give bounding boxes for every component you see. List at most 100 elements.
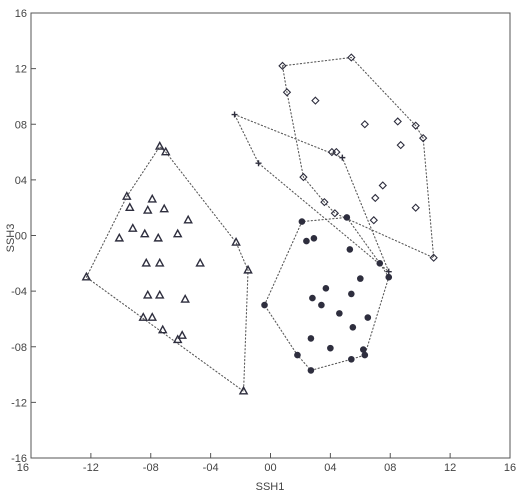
data-point-plus xyxy=(339,154,346,161)
data-point-circle xyxy=(336,310,343,317)
y-tick-label: 12 xyxy=(15,64,27,76)
data-point-triangle xyxy=(183,214,193,224)
data-point-triangle xyxy=(142,289,153,299)
data-point-diamond xyxy=(396,140,405,150)
x-tick-label: -12 xyxy=(83,462,99,474)
data-point-circle xyxy=(343,214,351,221)
data-point-plus xyxy=(255,160,262,167)
data-point-diamond xyxy=(360,120,369,129)
x-axis-label: SSH1 xyxy=(256,481,285,493)
data-point-triangle xyxy=(147,312,158,321)
data-point-triangle xyxy=(159,203,170,213)
data-point-diamond xyxy=(429,253,438,262)
y-tick-label: 16 xyxy=(15,8,27,20)
data-point-triangle xyxy=(138,312,149,321)
data-point-triangle xyxy=(125,202,135,211)
data-point-triangle xyxy=(172,334,183,344)
data-point-triangle xyxy=(141,257,152,267)
x-tick-label: -08 xyxy=(143,462,159,474)
data-point-circle xyxy=(385,273,393,281)
data-point-diamond xyxy=(411,203,420,212)
data-point-plus xyxy=(231,111,238,118)
data-point-triangle xyxy=(177,330,187,339)
data-point-triangle xyxy=(243,264,253,274)
data-point-diamond xyxy=(369,216,378,225)
data-point-circle xyxy=(357,275,364,282)
data-point-diamond xyxy=(278,61,287,71)
y-tick-label: 00 xyxy=(15,231,27,243)
data-point-triangle xyxy=(147,193,158,203)
x-tick-label: -04 xyxy=(203,462,219,474)
data-point-triangle xyxy=(231,236,241,246)
data-point-circle xyxy=(376,260,384,267)
data-point-circle xyxy=(309,294,316,302)
y-tick-label: -16 xyxy=(11,453,27,465)
hull-outline-plus xyxy=(233,113,390,273)
data-point-triangle xyxy=(180,294,190,303)
data-point-triangle xyxy=(114,232,125,242)
x-tick-label: 04 xyxy=(324,462,336,474)
data-point-triangle xyxy=(128,223,138,232)
y-tick-label: -08 xyxy=(11,342,27,354)
data-point-diamond xyxy=(320,197,329,207)
data-point-triangle xyxy=(154,289,165,299)
data-point-circle xyxy=(322,285,330,292)
data-point-triangle xyxy=(81,271,92,281)
data-point-diamond xyxy=(419,133,428,143)
y-tick-label: -12 xyxy=(11,397,27,409)
data-point-circle xyxy=(346,246,354,253)
y-tick-label: -04 xyxy=(11,286,27,298)
data-point-circle xyxy=(361,351,369,359)
x-tick-label: 00 xyxy=(264,462,276,474)
hull-outline-circle xyxy=(263,216,390,372)
data-point-diamond xyxy=(299,172,308,182)
data-point-circle xyxy=(310,234,318,242)
data-point-circle xyxy=(348,355,355,363)
hull-outline-diamond xyxy=(281,56,435,259)
x-tick-label: 16 xyxy=(504,462,516,474)
x-tick-label: 12 xyxy=(444,462,456,474)
data-point-diamond xyxy=(330,209,340,218)
data-point-triangle xyxy=(195,257,205,267)
data-point-circle xyxy=(348,290,355,298)
hull-outline-triangle xyxy=(85,145,249,393)
y-axis-label: SSH3 xyxy=(5,224,17,253)
y-axis-ticks: 16 12 08 04 00 -04 -08 -12 -16 xyxy=(11,8,36,465)
data-point-triangle xyxy=(139,228,150,238)
plot-frame xyxy=(30,12,511,459)
data-point-diamond xyxy=(282,88,292,97)
data-point-diamond xyxy=(327,147,337,157)
data-point-triangle xyxy=(122,191,132,200)
data-point-triangle xyxy=(142,205,153,214)
data-point-circle xyxy=(364,314,372,321)
data-point-diamond xyxy=(332,147,341,157)
data-point-circle xyxy=(307,367,315,374)
x-tick-label: 08 xyxy=(384,462,396,474)
data-point-circle xyxy=(294,351,301,359)
y-tick-label: 08 xyxy=(15,119,27,131)
data-point-diamond xyxy=(371,193,380,203)
data-point-triangle xyxy=(172,228,183,238)
data-markers xyxy=(81,53,438,395)
data-point-triangle xyxy=(157,324,168,334)
data-point-circle xyxy=(327,344,334,352)
data-point-circle xyxy=(261,301,268,309)
y-tick-label: 04 xyxy=(15,175,27,187)
data-point-diamond xyxy=(411,121,420,130)
data-point-triangle xyxy=(154,257,165,267)
data-point-circle xyxy=(307,335,315,342)
data-point-triangle xyxy=(153,232,164,242)
data-point-diamond xyxy=(347,53,356,62)
data-point-circle xyxy=(303,237,310,245)
data-point-circle xyxy=(349,323,357,331)
data-point-diamond xyxy=(393,117,402,126)
cluster-hulls xyxy=(85,56,435,393)
data-point-circle xyxy=(360,346,367,353)
data-point-circle xyxy=(298,218,306,225)
data-point-triangle xyxy=(160,146,171,156)
data-point-plus xyxy=(385,268,392,275)
data-point-triangle xyxy=(154,141,165,150)
data-point-triangle xyxy=(238,385,249,395)
x-axis-ticks: 16 -12 -08 -04 00 04 08 12 16 xyxy=(17,453,516,474)
